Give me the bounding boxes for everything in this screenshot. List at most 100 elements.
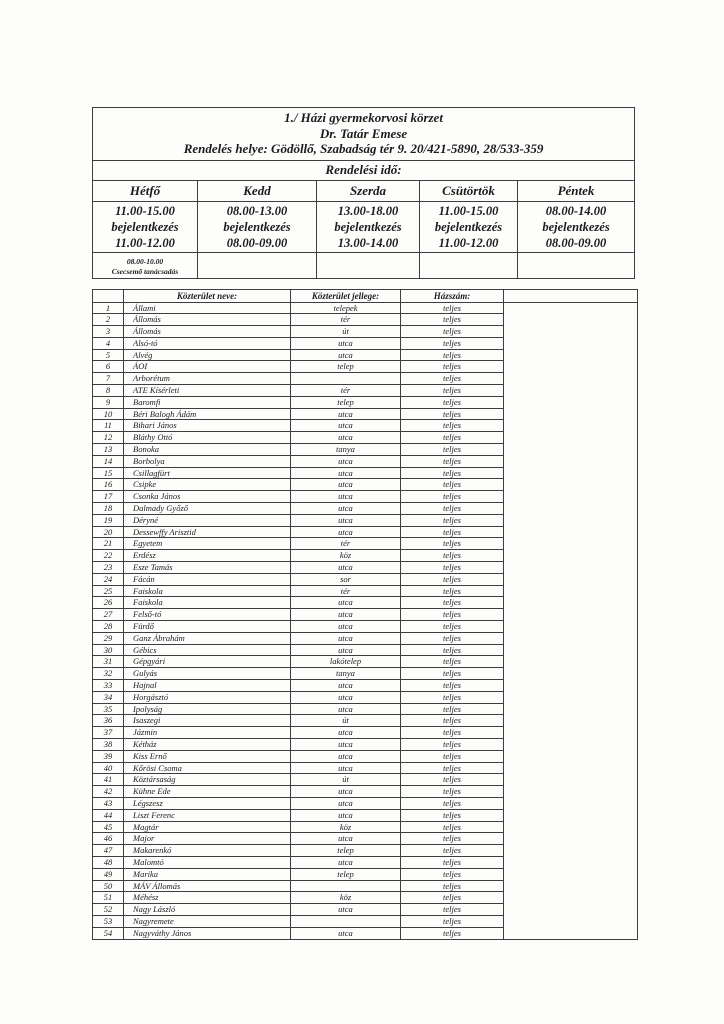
cell-street-type: utca	[290, 737, 401, 751]
cell-number: 34	[92, 690, 124, 704]
signup-hours: 13.00-14.00	[337, 235, 399, 250]
cell-number: 29	[92, 631, 124, 645]
cell-number: 31	[92, 655, 124, 669]
cell-street-type: köz	[290, 549, 401, 563]
cell-street-type: utca	[290, 525, 401, 539]
cell-street-name: Nagy László	[123, 903, 291, 916]
cell-street-type: utca	[290, 643, 401, 657]
cell-house-number: teljes	[400, 903, 504, 916]
table-row: 41 Köztársaság út teljes	[92, 773, 638, 787]
cell-street-type: köz	[290, 820, 401, 834]
cell-number: 45	[92, 820, 124, 834]
cell-house-number: teljes	[400, 572, 504, 586]
cell-house-number: teljes	[400, 702, 504, 716]
table-row: 6 ÁOI telep teljes	[92, 360, 638, 374]
hours-wednesday: 13.00-18.00 bejelentkezés 13.00-14.00	[316, 200, 420, 253]
cell-street-type: utca	[290, 903, 401, 916]
document: 1./ Házi gyermekorvosi körzet Dr. Tatár …	[91, 107, 638, 940]
cell-number: 51	[92, 891, 124, 905]
cell-number: 35	[92, 702, 124, 716]
header-street-type: Közterület jellege:	[290, 288, 401, 303]
cell-street-type: utca	[290, 679, 401, 692]
table-row: 16 Csipke utca teljes	[92, 478, 638, 492]
cell-number: 33	[92, 679, 124, 692]
table-row: 3 Állomás út teljes	[92, 325, 638, 338]
cell-street-type: utca	[290, 785, 401, 798]
table-row: 54 Nagyváthy János utca teljes	[92, 926, 638, 940]
cell-street-name: Erdész	[123, 549, 291, 563]
table-row: 45 Magtár köz teljes	[92, 820, 638, 834]
cell-street-name: Major	[123, 832, 291, 846]
schedule-heading-cell: Rendelési idő:	[91, 159, 636, 181]
table-row: 48 Malomtó utca teljes	[92, 855, 638, 869]
cell-number: 48	[92, 855, 124, 869]
cell-street-type: utca	[290, 620, 401, 633]
cell-number: 47	[92, 844, 124, 857]
notes-column-cell	[503, 301, 638, 940]
cell-house-number: teljes	[400, 608, 504, 622]
cell-house-number: teljes	[400, 820, 504, 834]
hours-row: 11.00-15.00 bejelentkezés 11.00-12.00 08…	[92, 200, 636, 253]
cell-house-number: teljes	[400, 844, 504, 857]
table-row: 23 Esze Tamás utca teljes	[92, 561, 638, 574]
cell-street-type: utca	[290, 832, 401, 846]
cell-number: 38	[92, 737, 124, 751]
cell-house-number: teljes	[400, 655, 504, 669]
cell-house-number: teljes	[400, 773, 504, 787]
cell-house-number: teljes	[400, 384, 504, 397]
cell-street-type: utca	[290, 596, 401, 610]
cell-street-name: Béri Balogh Ádám	[123, 407, 291, 421]
cell-street-type: utca	[290, 808, 401, 822]
cell-street-name: Arborétum	[123, 372, 291, 386]
day-header-friday: Péntek	[516, 179, 636, 202]
table-row: 24 Fácán sor teljes	[92, 572, 638, 586]
street-table-body: 1 Állami telepek teljes 2 Állomás tér teljes 3 Ál…	[92, 301, 638, 940]
extra-friday	[516, 251, 636, 279]
cell-number: 25	[92, 584, 124, 598]
cell-street-type: tér	[290, 584, 401, 598]
document-title-block: 1./ Házi gyermekorvosi körzet Dr. Tatár …	[91, 107, 636, 161]
cell-house-number: teljes	[400, 502, 504, 515]
cell-street-name: ATE Kísérleti	[123, 384, 291, 397]
cell-street-name: Légszesz	[123, 796, 291, 810]
cell-street-type: utca	[290, 454, 401, 468]
cell-street-name: Kőrösi Csoma	[123, 761, 291, 775]
street-table-header-row: Közterület neve: Közterület jellege: Ház…	[92, 288, 638, 303]
cell-street-name: Egyetem	[123, 537, 291, 551]
open-hours: 13.00-18.00	[337, 203, 399, 218]
cell-house-number: teljes	[400, 537, 504, 551]
day-header-monday: Hétfő	[92, 179, 198, 202]
cell-number: 17	[92, 490, 124, 504]
cell-number: 2	[92, 313, 124, 327]
cell-street-type: utca	[290, 466, 401, 480]
cell-number: 20	[92, 525, 124, 539]
cell-house-number: teljes	[400, 301, 504, 315]
cell-street-name: Gébics	[123, 643, 291, 657]
cell-street-type: telepek	[290, 301, 401, 315]
cell-number: 22	[92, 549, 124, 563]
cell-street-name: Malomtó	[123, 855, 291, 869]
cell-street-name: Csipke	[123, 478, 291, 492]
cell-street-name: Méhész	[123, 891, 291, 905]
cell-street-name: Fürdő	[123, 620, 291, 633]
signup-hours: 11.00-12.00	[438, 235, 499, 250]
cell-street-name: Dessewffy Arisztid	[123, 525, 291, 539]
hours-tuesday: 08.00-13.00 bejelentkezés 08.00-09.00	[197, 200, 317, 253]
cell-street-name: Kühne Ede	[123, 785, 291, 798]
cell-number: 52	[92, 903, 124, 916]
cell-street-type: tér	[290, 313, 401, 327]
cell-street-name: Ganz Ábrahám	[123, 631, 291, 645]
table-row: 2 Állomás tér teljes	[92, 313, 638, 327]
cell-street-type: utca	[290, 761, 401, 775]
cell-house-number: teljes	[400, 431, 504, 445]
cell-house-number: teljes	[400, 395, 504, 409]
cell-number: 18	[92, 502, 124, 515]
cell-street-type: utca	[290, 490, 401, 504]
cell-house-number: teljes	[400, 879, 504, 893]
cell-house-number: teljes	[400, 785, 504, 798]
cell-house-number: teljes	[400, 443, 504, 456]
cell-number: 41	[92, 773, 124, 787]
extra-tuesday	[197, 251, 317, 279]
table-row: 7 Arborétum teljes	[92, 372, 638, 386]
cell-house-number: teljes	[400, 914, 504, 928]
